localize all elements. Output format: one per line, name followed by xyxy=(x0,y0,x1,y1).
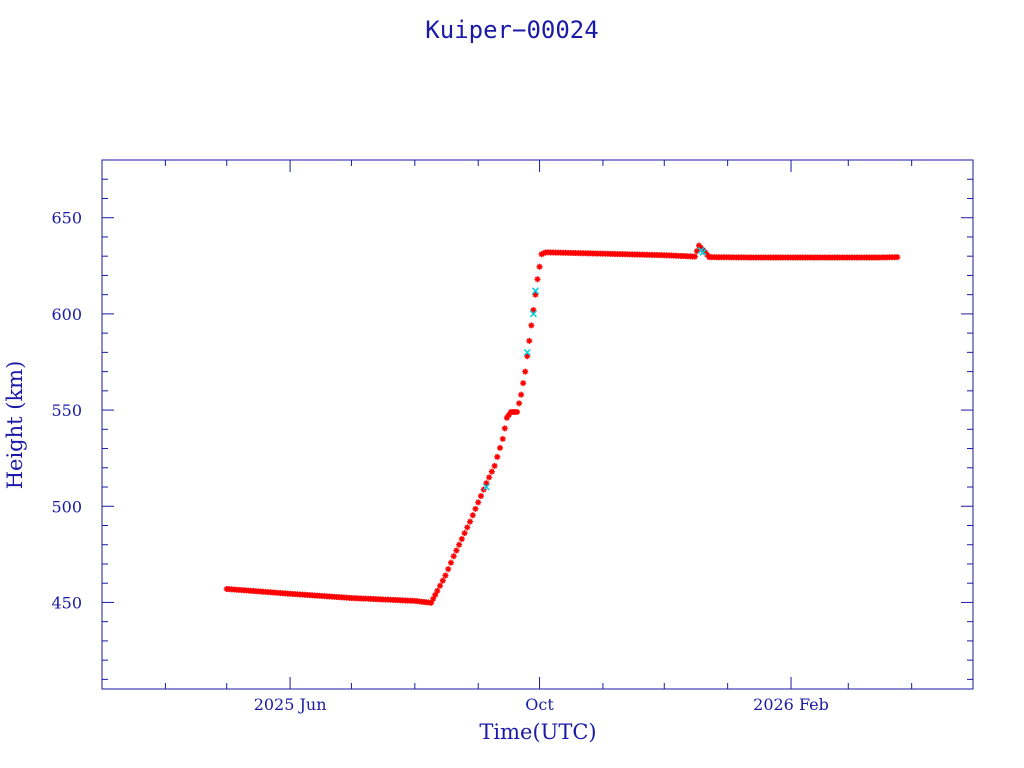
data-point xyxy=(483,480,490,487)
data-point xyxy=(458,535,465,542)
y-tick-label: 550 xyxy=(51,401,82,420)
data-point xyxy=(445,566,452,573)
data-point xyxy=(486,474,493,481)
data-point xyxy=(531,287,539,295)
y-tick-label: 650 xyxy=(51,209,82,228)
data-point xyxy=(469,512,476,519)
data-point xyxy=(528,322,535,329)
y-tick-label: 450 xyxy=(51,593,82,612)
data-point xyxy=(524,353,531,360)
data-point xyxy=(453,547,460,554)
y-axis-label: Height (km) xyxy=(3,361,27,490)
data-point xyxy=(488,468,495,475)
data-point xyxy=(437,582,444,589)
plot-frame xyxy=(101,159,974,690)
data-point xyxy=(522,368,529,375)
data-point xyxy=(516,400,523,407)
data-point xyxy=(439,577,446,584)
data-point xyxy=(491,462,498,469)
data-point xyxy=(472,505,479,512)
x-axis-label: Time(UTC) xyxy=(479,720,596,744)
data-point xyxy=(494,453,501,460)
y-tick-label: 600 xyxy=(51,305,82,324)
data-point xyxy=(501,425,508,432)
data-point xyxy=(434,587,441,594)
data-point xyxy=(450,553,457,560)
data-point xyxy=(691,253,698,260)
data-point xyxy=(475,499,482,506)
data-point xyxy=(696,242,703,249)
data-series xyxy=(223,242,901,606)
data-point xyxy=(530,307,537,314)
data-point xyxy=(518,391,525,398)
axis-ticks xyxy=(101,159,974,689)
data-point xyxy=(514,408,521,415)
series-2 xyxy=(482,246,707,491)
data-point xyxy=(432,591,439,598)
x-tick-label: Oct xyxy=(525,695,554,714)
data-point xyxy=(540,250,547,257)
y-tick-label: 500 xyxy=(51,497,82,516)
data-point xyxy=(442,572,449,579)
data-point xyxy=(532,291,539,298)
data-point xyxy=(447,559,454,566)
data-point xyxy=(693,248,700,255)
data-point xyxy=(499,435,506,442)
data-point xyxy=(456,541,463,548)
data-point xyxy=(464,524,471,531)
x-tick-label: 2026 Feb xyxy=(753,695,829,714)
data-point xyxy=(503,414,510,421)
data-point xyxy=(430,595,437,602)
data-point xyxy=(704,251,711,258)
data-point xyxy=(529,310,537,318)
data-point xyxy=(894,254,901,261)
y-tick-labels: 450 500 550 600 650 xyxy=(51,209,82,613)
data-point xyxy=(526,337,533,344)
data-point xyxy=(477,492,484,499)
data-point xyxy=(482,483,490,491)
data-point xyxy=(702,249,709,256)
data-point xyxy=(699,248,707,256)
data-point xyxy=(534,276,541,283)
data-point xyxy=(467,518,474,525)
x-tick-labels: 2025 Jun Oct 2026 Feb xyxy=(254,695,829,714)
data-point xyxy=(700,247,707,254)
data-point xyxy=(428,599,435,606)
data-point xyxy=(536,263,543,270)
data-point xyxy=(523,348,531,356)
x-tick-label: 2025 Jun xyxy=(254,695,327,714)
series-1 xyxy=(223,242,901,606)
data-point xyxy=(538,251,545,258)
data-point xyxy=(461,530,468,537)
data-point xyxy=(698,244,705,251)
data-point xyxy=(520,380,527,387)
chart-title: Kuiper−00024 xyxy=(425,16,598,44)
data-point xyxy=(497,444,504,451)
data-point xyxy=(505,411,512,418)
